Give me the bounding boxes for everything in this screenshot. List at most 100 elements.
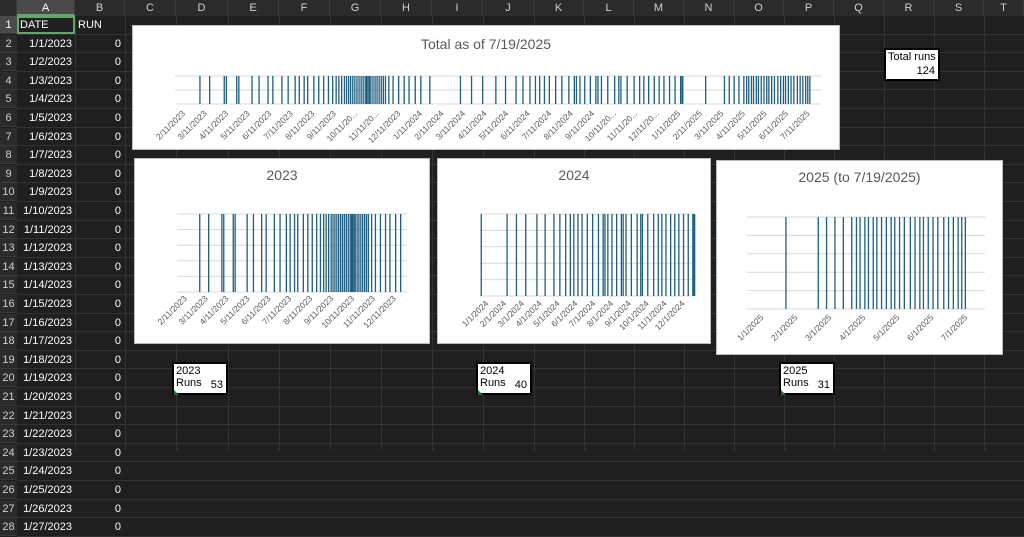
row-header-9[interactable]: 9	[0, 164, 17, 183]
run-cell[interactable]: 0	[114, 223, 121, 236]
column-header-t[interactable]: T	[984, 0, 1024, 16]
column-header-q[interactable]: Q	[834, 0, 884, 16]
column-header-l[interactable]: L	[584, 0, 634, 16]
run-cell[interactable]: 0	[114, 298, 121, 310]
row-header-6[interactable]: 6	[0, 109, 17, 127]
date-cell[interactable]: 1/9/2023	[29, 186, 72, 199]
date-cell[interactable]: 1/27/2023	[23, 521, 72, 534]
row-header-24[interactable]: 24	[0, 443, 17, 462]
run-cell[interactable]: 0	[114, 242, 121, 255]
date-cell[interactable]: 1/21/2023	[23, 409, 72, 422]
run-cell[interactable]: 0	[114, 260, 121, 273]
cell-b1[interactable]: RUN	[78, 19, 102, 31]
date-cell[interactable]: 1/25/2023	[23, 484, 72, 496]
run-cell[interactable]: 0	[114, 93, 121, 106]
column-header-f[interactable]: F	[279, 0, 330, 16]
row-header-25[interactable]: 25	[0, 462, 17, 481]
date-cell[interactable]: 1/22/2023	[23, 428, 72, 441]
date-cell[interactable]: 1/15/2023	[23, 298, 72, 310]
select-all-corner[interactable]	[0, 0, 17, 16]
column-header-g[interactable]: G	[330, 0, 381, 16]
date-cell[interactable]: 1/17/2023	[23, 335, 72, 348]
run-cell[interactable]: 0	[114, 130, 121, 143]
date-cell[interactable]: 1/1/2023	[29, 37, 72, 50]
date-cell[interactable]: 1/10/2023	[23, 205, 72, 217]
run-cell[interactable]: 0	[114, 112, 121, 124]
row-header-28[interactable]: 28	[0, 518, 17, 537]
column-header-m[interactable]: M	[634, 0, 684, 16]
row-header-2[interactable]: 2	[0, 34, 17, 53]
run-cell[interactable]: 0	[114, 372, 121, 385]
run-cell[interactable]: 0	[114, 316, 121, 329]
run-cell[interactable]: 0	[114, 149, 121, 162]
date-cell[interactable]: 1/24/2023	[23, 465, 72, 478]
run-cell[interactable]: 0	[114, 335, 121, 348]
date-cell[interactable]: 1/12/2023	[23, 242, 72, 255]
row-header-10[interactable]: 10	[0, 183, 17, 202]
total-runs-box[interactable]: Total runs 124	[884, 48, 940, 81]
column-header-n[interactable]: N	[684, 0, 734, 16]
date-cell[interactable]: 1/2/2023	[29, 56, 72, 69]
runs-2025-box[interactable]: 2025 Runs 31	[779, 362, 835, 395]
run-cell[interactable]: 0	[114, 74, 121, 87]
row-header-19[interactable]: 19	[0, 350, 17, 369]
date-cell[interactable]: 1/13/2023	[23, 260, 72, 273]
row-header-17[interactable]: 17	[0, 313, 17, 332]
column-header-c[interactable]: C	[125, 0, 176, 16]
row-header-5[interactable]: 5	[0, 90, 17, 109]
date-cell[interactable]: 1/7/2023	[29, 149, 72, 162]
chart-2023[interactable]: 2023 2/11/2023 3/11/2023 4/11/2023 5/11/202…	[134, 158, 430, 344]
date-cell[interactable]: 1/4/2023	[29, 93, 72, 106]
date-cell[interactable]: 1/14/2023	[23, 279, 72, 292]
column-header-r[interactable]: R	[884, 0, 934, 16]
row-header-8[interactable]: 8	[0, 146, 17, 165]
row-header-14[interactable]: 14	[0, 257, 17, 276]
row-header-22[interactable]: 22	[0, 406, 17, 425]
row-header-20[interactable]: 20	[0, 369, 17, 388]
row-header-23[interactable]: 23	[0, 425, 17, 444]
run-cell[interactable]: 0	[114, 484, 121, 496]
row-header-3[interactable]: 3	[0, 53, 17, 72]
column-header-o[interactable]: O	[734, 0, 784, 16]
row-header-15[interactable]: 15	[0, 276, 17, 295]
date-cell[interactable]: 1/8/2023	[29, 167, 72, 180]
run-cell[interactable]: 0	[114, 353, 121, 366]
row-header-12[interactable]: 12	[0, 220, 17, 239]
run-cell[interactable]: 0	[114, 279, 121, 292]
run-cell[interactable]: 0	[114, 521, 121, 534]
run-cell[interactable]: 0	[114, 186, 121, 199]
date-cell[interactable]: 1/16/2023	[23, 316, 72, 329]
run-cell[interactable]: 0	[114, 167, 121, 180]
date-cell[interactable]: 1/3/2023	[29, 74, 72, 87]
chart-total[interactable]: Total as of 7/19/2025 2/11/2023 3/11/2023…	[132, 25, 840, 150]
date-cell[interactable]: 1/23/2023	[23, 446, 72, 459]
column-header-d[interactable]: D	[176, 0, 228, 16]
row-header-18[interactable]: 18	[0, 332, 17, 351]
column-header-e[interactable]: E	[228, 0, 279, 16]
column-header-k[interactable]: K	[534, 0, 584, 16]
run-cell[interactable]: 0	[114, 56, 121, 69]
column-header-p[interactable]: P	[784, 0, 834, 16]
row-header-4[interactable]: 4	[0, 71, 17, 90]
column-header-a[interactable]: A	[17, 0, 75, 16]
run-cell[interactable]: 0	[114, 391, 121, 403]
date-cell[interactable]: 1/18/2023	[23, 353, 72, 366]
row-header-21[interactable]: 21	[0, 388, 17, 406]
chart-2024[interactable]: 2024 1/1/2024 2/1/2024 3/1/2024 4/1/2024 5/1…	[437, 158, 711, 344]
chart-2025[interactable]: 2025 (to 7/19/2025) 1/1/2025 2/1/2025 3/1/…	[716, 160, 1003, 355]
run-cell[interactable]: 0	[114, 502, 121, 515]
date-cell[interactable]: 1/19/2023	[23, 372, 72, 385]
date-cell[interactable]: 1/5/2023	[29, 112, 72, 124]
date-cell[interactable]: 1/26/2023	[23, 502, 72, 515]
runs-2023-box[interactable]: 2023 Runs 53	[172, 362, 228, 395]
run-cell[interactable]: 0	[114, 205, 121, 217]
cell-a1[interactable]: DATE	[17, 16, 75, 34]
column-header-j[interactable]: J	[483, 0, 534, 16]
date-cell[interactable]: 1/6/2023	[29, 130, 72, 143]
row-header-27[interactable]: 27	[0, 499, 17, 518]
date-cell[interactable]: 1/11/2023	[23, 223, 72, 236]
column-header-s[interactable]: S	[934, 0, 984, 16]
row-header-11[interactable]: 11	[0, 202, 17, 220]
runs-2024-box[interactable]: 2024 Runs 40	[476, 362, 532, 395]
row-header-26[interactable]: 26	[0, 481, 17, 499]
